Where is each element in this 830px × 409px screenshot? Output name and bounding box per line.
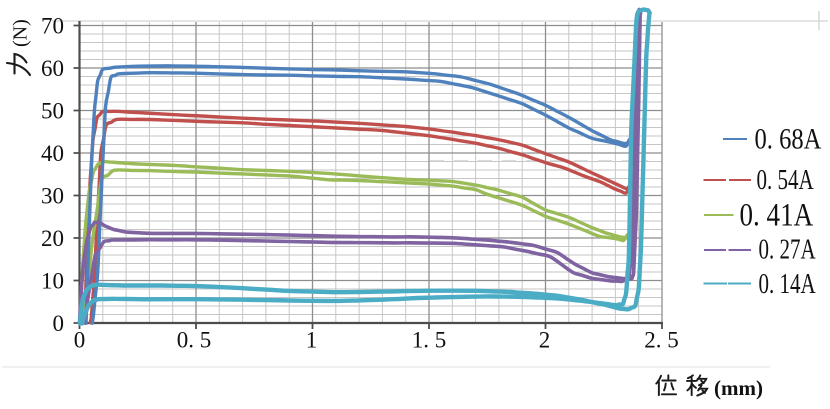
svg-text:0. 68A: 0. 68A <box>755 122 822 155</box>
svg-text:0. 54A: 0. 54A <box>757 165 814 196</box>
svg-text:1. 5: 1. 5 <box>412 328 447 353</box>
svg-text:(N): (N) <box>10 19 32 47</box>
svg-text:0: 0 <box>74 328 86 353</box>
svg-text:20: 20 <box>41 226 64 251</box>
svg-text:10: 10 <box>41 269 64 294</box>
svg-text:50: 50 <box>41 99 64 124</box>
svg-text:1: 1 <box>306 328 318 353</box>
svg-text:(mm): (mm) <box>714 376 763 400</box>
svg-text:0: 0 <box>53 311 65 336</box>
svg-text:60: 60 <box>41 56 64 81</box>
svg-text:2. 5: 2. 5 <box>644 328 679 353</box>
svg-text:40: 40 <box>41 141 64 166</box>
svg-text:30: 30 <box>41 184 64 209</box>
svg-text:2: 2 <box>539 328 551 353</box>
svg-text:0. 27A: 0. 27A <box>759 235 816 266</box>
svg-text:0. 14A: 0. 14A <box>759 269 816 300</box>
svg-text:0. 41A: 0. 41A <box>740 196 814 233</box>
svg-text:0. 5: 0. 5 <box>177 328 212 353</box>
svg-text:70: 70 <box>41 14 64 39</box>
